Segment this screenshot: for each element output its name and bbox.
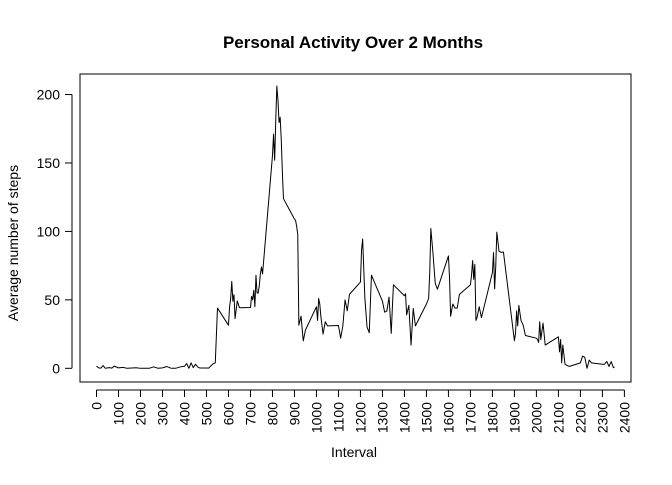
plot-area-frame bbox=[79, 73, 632, 383]
chart-title: Personal Activity Over 2 Months bbox=[223, 33, 483, 52]
x-tick-label: 300 bbox=[154, 402, 170, 426]
x-tick-label: 2400 bbox=[616, 402, 632, 433]
y-axis: 0 50 100 150 200 bbox=[37, 87, 73, 376]
x-tick-label: 600 bbox=[220, 402, 236, 426]
x-tick-label: 1800 bbox=[484, 402, 500, 433]
x-tick-label: 1900 bbox=[506, 402, 522, 433]
y-tick-label: 150 bbox=[37, 155, 61, 171]
x-tick-label: 1600 bbox=[440, 402, 456, 433]
y-axis-label: Average number of steps bbox=[5, 165, 21, 321]
x-tick-label: 200 bbox=[132, 402, 148, 426]
x-axis-label: Interval bbox=[331, 444, 377, 460]
y-tick-label: 200 bbox=[37, 87, 61, 103]
x-tick-label: 100 bbox=[110, 402, 126, 426]
x-tick-label: 700 bbox=[242, 402, 258, 426]
x-tick-label: 1100 bbox=[330, 402, 346, 432]
x-tick-label: 1400 bbox=[396, 402, 412, 433]
x-tick-label: 1000 bbox=[308, 402, 324, 433]
x-tick-label: 2100 bbox=[550, 402, 566, 433]
x-tick-label: 2000 bbox=[528, 402, 544, 433]
x-tick-label: 900 bbox=[286, 402, 302, 426]
x-tick-label: 2200 bbox=[572, 402, 588, 433]
y-tick-label: 0 bbox=[52, 360, 60, 376]
x-tick-label: 1700 bbox=[462, 402, 478, 433]
x-axis: 0 100 200 300 400 500 600 700 800 900 1000 1100 1200… bbox=[88, 389, 632, 433]
x-tick-label: 1200 bbox=[352, 402, 368, 433]
x-tick-label: 1300 bbox=[374, 402, 390, 433]
y-tick-label: 50 bbox=[44, 292, 60, 308]
series-line bbox=[96, 85, 615, 369]
x-tick-label: 800 bbox=[264, 402, 280, 426]
x-tick-label: 400 bbox=[176, 402, 192, 426]
y-tick-label: 100 bbox=[37, 223, 61, 239]
x-tick-label: 0 bbox=[88, 402, 104, 410]
x-tick-label: 1500 bbox=[418, 402, 434, 433]
x-tick-label: 2300 bbox=[594, 402, 610, 433]
x-tick-label: 500 bbox=[198, 402, 214, 426]
